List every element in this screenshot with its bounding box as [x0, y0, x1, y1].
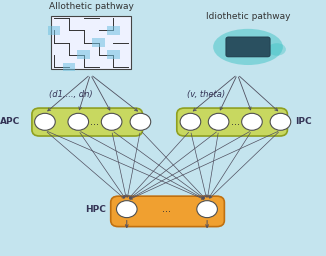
Circle shape: [116, 201, 137, 218]
Text: APC: APC: [0, 117, 21, 126]
Bar: [107, 26, 120, 35]
Circle shape: [270, 113, 291, 130]
Text: (v, theta): (v, theta): [187, 90, 226, 99]
Text: IPC: IPC: [295, 117, 312, 126]
Text: Allothetic pathway: Allothetic pathway: [49, 2, 134, 11]
FancyBboxPatch shape: [177, 108, 288, 136]
FancyBboxPatch shape: [226, 37, 270, 57]
Circle shape: [242, 113, 262, 130]
Bar: [63, 63, 75, 71]
Circle shape: [130, 113, 151, 130]
Circle shape: [197, 201, 217, 218]
Text: ...: ...: [231, 117, 240, 127]
Circle shape: [68, 113, 89, 130]
Text: HPC: HPC: [85, 205, 106, 214]
Bar: [51, 16, 131, 69]
Bar: [77, 50, 90, 59]
FancyBboxPatch shape: [32, 108, 142, 136]
Text: Idiothetic pathway: Idiothetic pathway: [206, 12, 290, 21]
Text: (d1,..., dn): (d1,..., dn): [50, 90, 93, 99]
Text: ...: ...: [162, 204, 171, 214]
Circle shape: [101, 113, 122, 130]
Circle shape: [208, 113, 229, 130]
Bar: [92, 38, 105, 47]
Bar: [107, 50, 120, 59]
Circle shape: [180, 113, 201, 130]
Ellipse shape: [213, 29, 283, 65]
Bar: [48, 26, 60, 35]
Circle shape: [35, 113, 55, 130]
FancyBboxPatch shape: [111, 196, 224, 227]
Text: ...: ...: [90, 117, 99, 127]
Ellipse shape: [268, 43, 286, 56]
